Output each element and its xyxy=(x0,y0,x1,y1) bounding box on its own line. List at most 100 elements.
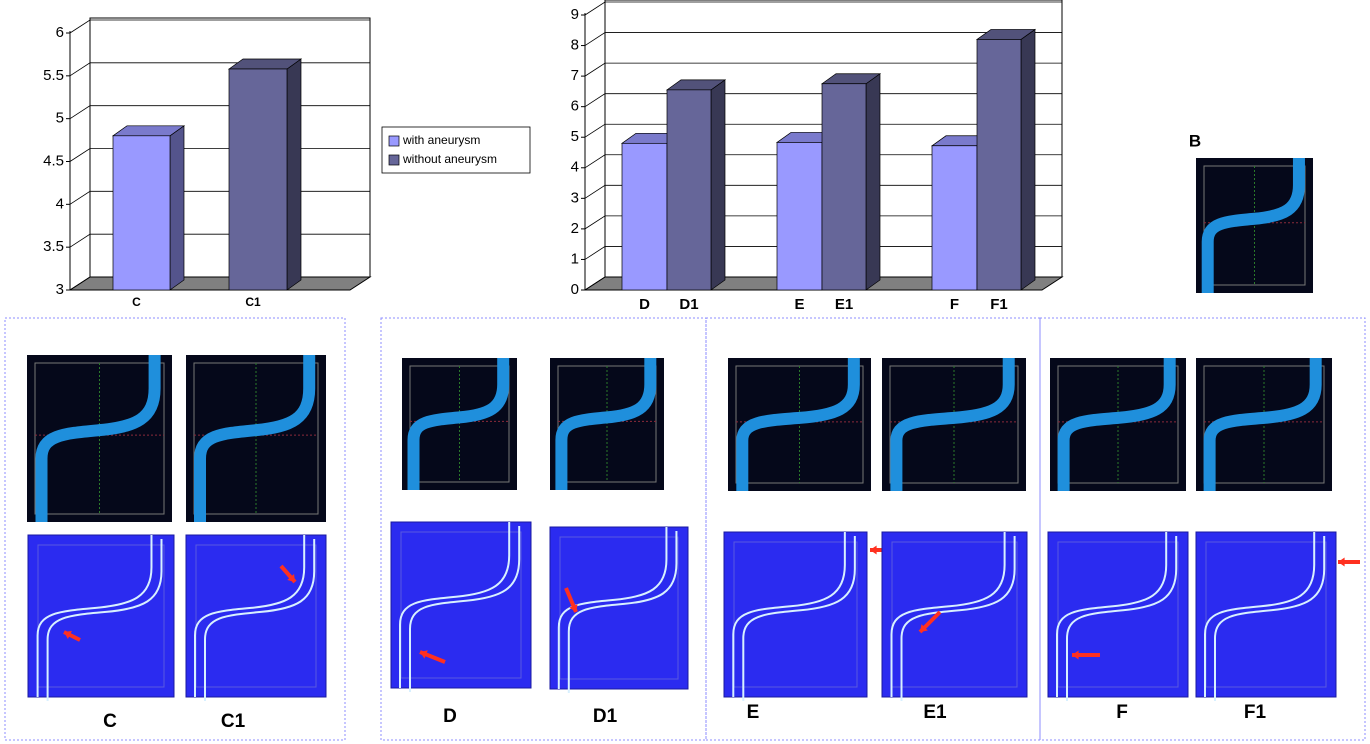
x-tick-label: F xyxy=(950,296,959,313)
panel-label: C xyxy=(103,711,117,732)
vessel xyxy=(1208,158,1299,293)
arrow-head xyxy=(64,630,72,639)
arrow-head xyxy=(569,604,578,612)
model xyxy=(185,534,327,698)
arrow-head xyxy=(1072,650,1079,660)
panel-label: C1 xyxy=(221,711,246,732)
wall xyxy=(38,535,152,697)
bar-side xyxy=(710,79,726,291)
bar xyxy=(666,89,712,291)
legend-swatch xyxy=(388,154,400,166)
wall xyxy=(902,536,1015,701)
wall xyxy=(1205,532,1314,697)
bar-side xyxy=(286,58,302,291)
x-tick-label: D1 xyxy=(679,296,698,313)
vessel xyxy=(561,358,650,490)
wall xyxy=(569,531,677,693)
model xyxy=(390,521,532,689)
model-frame xyxy=(1057,541,1179,688)
arrow-head xyxy=(920,624,928,632)
model xyxy=(27,534,175,698)
grid-line xyxy=(584,276,1062,291)
legend-label: without aneurysm xyxy=(402,152,497,166)
grid-line xyxy=(584,184,1062,199)
y-tick-label: 5.5 xyxy=(43,67,64,84)
bar xyxy=(931,145,978,291)
y-tick-label: 3.5 xyxy=(43,238,64,255)
panel-label: F xyxy=(1116,702,1128,723)
wall xyxy=(743,536,855,701)
wall xyxy=(1067,536,1176,701)
y-tick-label: 4 xyxy=(56,195,64,212)
grid-line xyxy=(584,1,1062,16)
wall xyxy=(205,539,314,701)
bar xyxy=(228,68,288,291)
y-tick-label: 0 xyxy=(571,281,579,298)
bar xyxy=(821,83,867,291)
wall xyxy=(48,539,162,701)
bar-side xyxy=(1020,28,1036,291)
wall xyxy=(195,535,304,697)
panel-label: D1 xyxy=(593,706,618,727)
bar-side xyxy=(865,73,881,291)
grid-line xyxy=(584,123,1062,138)
grid-line xyxy=(584,154,1062,169)
legend-label: with aneurysm xyxy=(402,133,480,147)
bar xyxy=(976,39,1022,291)
wall xyxy=(410,526,519,692)
vessel xyxy=(414,358,504,490)
y-tick-label: 9 xyxy=(571,6,579,23)
panel-label: F1 xyxy=(1244,702,1267,723)
y-tick-label: 4 xyxy=(571,159,579,176)
grid-line xyxy=(584,93,1062,108)
panel-frames xyxy=(4,317,1366,741)
model-frame xyxy=(37,544,165,688)
model xyxy=(1047,531,1189,698)
panel-label: B xyxy=(1189,131,1201,150)
model xyxy=(723,531,868,698)
model xyxy=(881,531,1028,698)
y-tick-label: 6 xyxy=(571,98,579,115)
model xyxy=(1195,531,1337,698)
x-tick-label: C xyxy=(132,295,141,309)
bar xyxy=(776,142,823,291)
bar-side xyxy=(169,125,185,291)
y-tick-label: 2 xyxy=(571,220,579,237)
y-tick-label: 8 xyxy=(571,37,579,54)
model-frame xyxy=(733,541,858,688)
wall xyxy=(733,532,845,697)
vessel xyxy=(1064,358,1170,491)
vessel xyxy=(896,358,1008,491)
legend-swatch xyxy=(388,135,400,147)
wall xyxy=(892,532,1005,697)
model-frame xyxy=(891,541,1018,688)
y-tick-label: 3 xyxy=(56,281,64,298)
grid-line xyxy=(584,215,1062,230)
wall xyxy=(559,527,667,689)
x-tick-label: C1 xyxy=(245,295,261,309)
arrow-head xyxy=(1338,557,1345,567)
grid-line xyxy=(584,62,1062,77)
x-tick-label: E xyxy=(794,296,804,313)
arrow-head xyxy=(870,545,877,555)
y-tick-label: 3 xyxy=(571,189,579,206)
y-tick-label: 5 xyxy=(571,128,579,145)
bar xyxy=(621,142,668,291)
vessel xyxy=(42,355,155,522)
panel-label: E xyxy=(747,702,760,723)
arrow-head xyxy=(420,650,428,659)
grid-line xyxy=(69,19,370,34)
grid-line xyxy=(584,246,1062,260)
bar xyxy=(112,135,171,291)
model-frame xyxy=(400,531,522,679)
panel-label: E1 xyxy=(923,702,947,723)
vessel xyxy=(742,358,854,491)
arrow-head xyxy=(287,574,295,582)
model-frame xyxy=(195,544,317,688)
vessel xyxy=(200,355,309,522)
x-tick-label: F1 xyxy=(990,296,1008,313)
y-tick-label: 5 xyxy=(56,110,64,127)
model-frame xyxy=(1205,541,1327,688)
y-tick-label: 1 xyxy=(571,250,579,267)
grid-line xyxy=(584,32,1062,46)
